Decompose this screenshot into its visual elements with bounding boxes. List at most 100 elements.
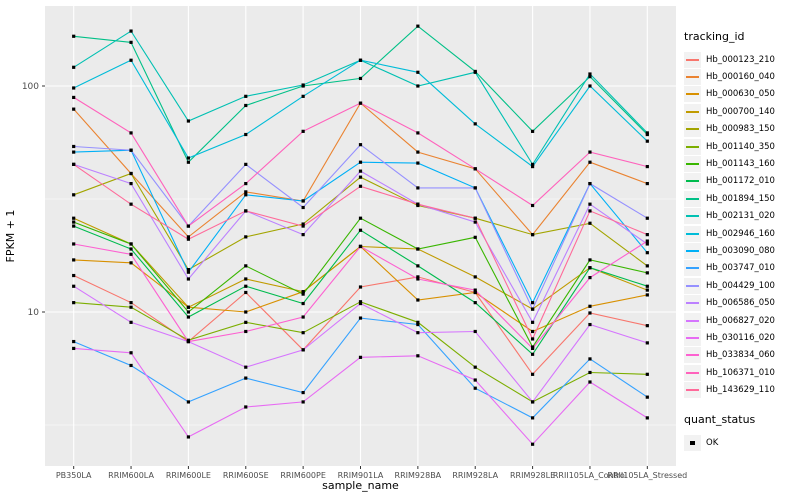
- data-point: [301, 315, 305, 319]
- data-point: [129, 305, 133, 309]
- data-point: [358, 58, 363, 62]
- data-point: [244, 190, 248, 194]
- x-tick-label: RRII105LA_Stressed: [607, 471, 687, 480]
- legend-key: [684, 69, 701, 86]
- data-point: [301, 129, 305, 133]
- legend-color-line-icon: [686, 389, 699, 392]
- data-point: [186, 160, 191, 164]
- legend-color-line-icon: [686, 215, 699, 218]
- legend-color-line-icon: [686, 319, 699, 322]
- data-point: [244, 284, 248, 288]
- data-point: [473, 288, 477, 292]
- data-point: [129, 29, 133, 33]
- data-point: [358, 76, 363, 81]
- data-point: [645, 233, 649, 237]
- data-point: [358, 228, 363, 232]
- legend-key: [684, 434, 701, 451]
- data-point: [129, 171, 133, 176]
- legend-item: Hb_000983_150: [684, 121, 798, 138]
- data-point: [358, 355, 363, 359]
- data-point: [72, 107, 76, 111]
- x-tick-label: PB350LA: [56, 471, 92, 480]
- x-tick-label: RRIM928LA: [452, 471, 498, 480]
- data-point: [530, 346, 535, 351]
- legend-item-label: Hb_003747_010: [706, 263, 775, 274]
- legend-item-label: Hb_106371_010: [706, 367, 775, 378]
- data-point: [72, 95, 76, 100]
- data-point: [530, 320, 535, 324]
- data-point: [588, 202, 592, 206]
- data-point: [416, 247, 420, 251]
- data-point: [645, 395, 649, 399]
- legend-item: Hb_001172_010: [684, 173, 798, 190]
- data-point: [301, 400, 305, 404]
- data-point: [530, 442, 535, 446]
- legend-item: Hb_003090_080: [684, 242, 798, 259]
- data-point: [186, 339, 191, 344]
- data-point: [72, 144, 76, 149]
- data-point: [129, 131, 133, 135]
- data-point: [530, 162, 535, 166]
- legend-key: [684, 295, 701, 312]
- legend-item-label: Hb_143629_110: [706, 385, 775, 396]
- data-point: [72, 273, 76, 278]
- legend-item: Hb_033834_060: [684, 347, 798, 364]
- data-point: [645, 416, 649, 420]
- legend-item-label: OK: [706, 437, 719, 448]
- data-point: [129, 301, 133, 305]
- data-point: [129, 181, 133, 186]
- data-point: [244, 181, 248, 186]
- data-point: [645, 139, 649, 143]
- data-point: [645, 284, 649, 288]
- data-point: [72, 258, 76, 262]
- data-point: [301, 222, 305, 226]
- legend-quant-status: quant_status OK: [684, 413, 798, 451]
- data-point: [186, 310, 191, 314]
- data-point: [358, 244, 363, 249]
- data-point: [129, 202, 133, 206]
- data-point: [588, 304, 592, 308]
- legend-color-line-icon: [686, 232, 699, 235]
- data-point: [416, 84, 420, 88]
- data-point: [244, 94, 248, 98]
- legend-color-line-icon: [686, 163, 699, 166]
- legend-color-line-icon: [686, 197, 699, 200]
- legend-item: Hb_006586_050: [684, 294, 798, 312]
- data-point: [530, 307, 535, 311]
- data-point: [358, 216, 363, 220]
- x-axis-title: sample_name: [322, 479, 399, 492]
- y-axis-title: FPKM + 1: [4, 210, 17, 263]
- data-point: [129, 320, 133, 324]
- data-point: [129, 40, 133, 44]
- data-point: [416, 186, 420, 190]
- legend-item-label: Hb_000123_210: [706, 54, 775, 65]
- data-point: [645, 251, 649, 255]
- legend-item: Hb_000123_210: [684, 51, 798, 68]
- legend-key: [684, 260, 701, 277]
- data-point: [530, 372, 535, 376]
- legend-item: Hb_001140_350: [684, 138, 798, 155]
- data-point: [244, 320, 248, 324]
- data-point: [72, 301, 76, 305]
- legend-color-line-icon: [686, 249, 699, 252]
- legend-color-line-icon: [686, 145, 699, 148]
- legend-color-line-icon: [686, 371, 699, 374]
- data-point: [530, 352, 535, 356]
- legend-item: Hb_000700_140: [684, 103, 798, 120]
- x-tick-label: RRIM600LE: [166, 471, 211, 480]
- legend-item-label: Hb_033834_060: [706, 350, 775, 361]
- data-point: [358, 101, 363, 105]
- data-point: [588, 75, 592, 79]
- data-point: [244, 235, 248, 239]
- legend-item: Hb_106371_010: [684, 364, 798, 381]
- data-point: [358, 285, 363, 289]
- data-point: [358, 184, 363, 188]
- x-tick-label: RRIM928LE: [510, 471, 555, 480]
- legend-item: Hb_002131_020: [684, 208, 798, 225]
- data-point: [301, 94, 305, 98]
- legend-color-line-icon: [686, 284, 699, 287]
- data-point: [416, 24, 420, 28]
- data-point: [301, 83, 305, 87]
- data-point: [473, 290, 477, 295]
- data-point: [72, 346, 76, 351]
